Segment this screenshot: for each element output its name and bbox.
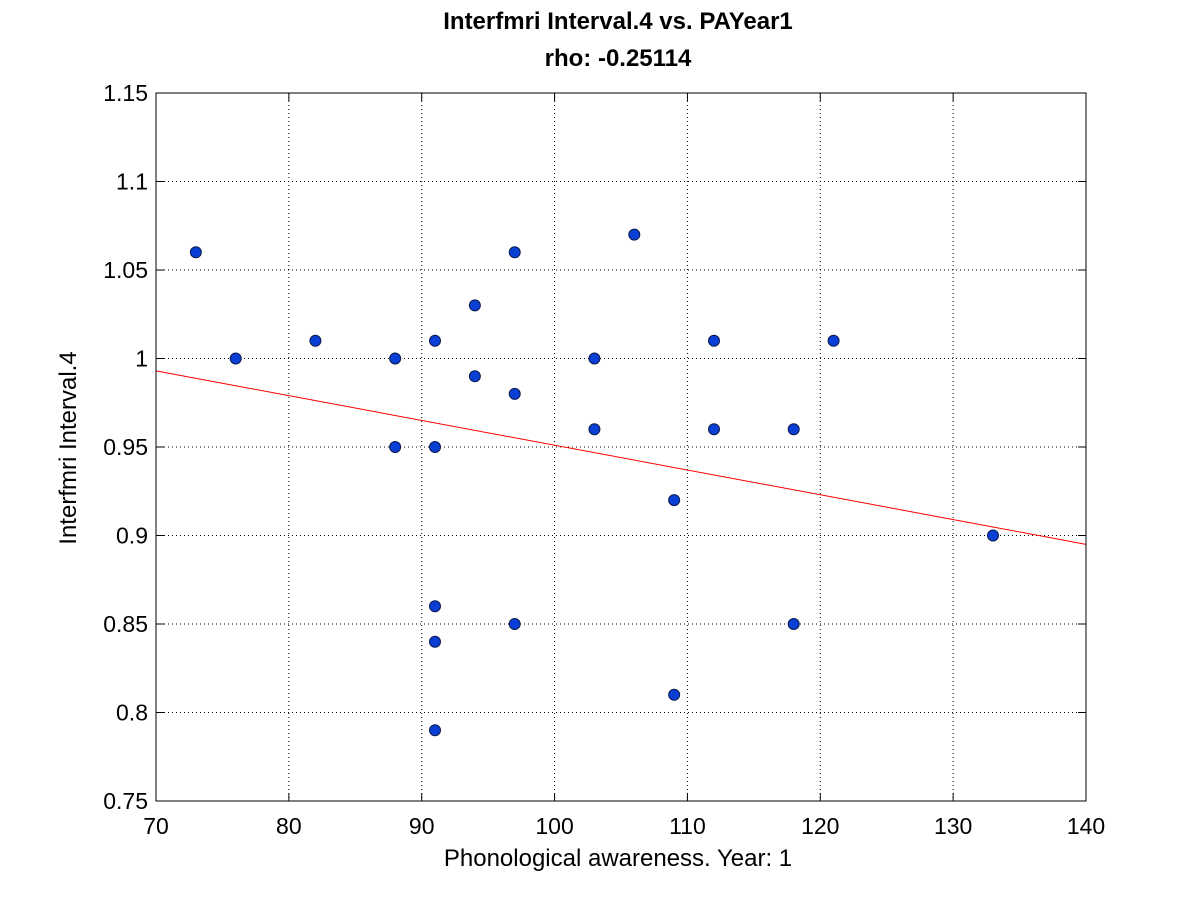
x-tick-label: 140 — [1067, 813, 1105, 839]
x-tick-label: 120 — [801, 813, 839, 839]
data-point — [389, 352, 402, 365]
data-point — [827, 334, 840, 347]
data-point — [429, 600, 441, 613]
data-point — [189, 246, 202, 259]
data-point — [588, 352, 601, 365]
data-point — [429, 441, 441, 453]
data-point — [787, 423, 800, 436]
y-tick-label: 0.85 — [103, 611, 148, 637]
x-tick-labels: 70 80 90 100 110 120 130 140 — [143, 813, 1105, 839]
regression-line — [155, 370, 1087, 545]
x-tick-label: 110 — [669, 813, 706, 839]
data-point — [628, 228, 641, 241]
y-tick-label: 1.05 — [103, 257, 148, 283]
data-point — [708, 423, 720, 436]
data-point — [668, 688, 681, 701]
data-point — [668, 494, 681, 507]
data-point — [787, 618, 800, 630]
data-point — [508, 387, 521, 400]
y-tick-label: 1.15 — [103, 80, 148, 106]
data-point — [987, 529, 999, 542]
chart-title: Interfmri Interval.4 vs. PAYear1 — [443, 8, 793, 35]
y-tick-labels: 0.75 0.8 0.85 0.9 0.95 1 1.05 1.1 1.15 — [103, 80, 148, 814]
data-point — [429, 724, 441, 737]
x-tick-label: 90 — [409, 813, 435, 839]
x-tick-label: 80 — [276, 813, 302, 839]
data-point — [508, 246, 521, 259]
data-point — [588, 423, 601, 436]
data-point — [708, 334, 720, 347]
y-tick-label: 0.9 — [116, 523, 148, 549]
x-axis-label: Phonological awareness. Year: 1 — [444, 845, 792, 872]
data-point — [229, 352, 242, 365]
data-point — [309, 334, 322, 347]
data-point — [389, 441, 402, 453]
data-point — [508, 618, 521, 630]
data-point — [429, 635, 441, 648]
data-points — [189, 228, 999, 737]
y-axis-label: Interfmri Interval.4 — [55, 351, 82, 544]
y-tick-label: 0.8 — [116, 700, 148, 726]
grid-lines — [156, 93, 1086, 801]
x-tick-label: 130 — [934, 813, 972, 839]
y-tick-label: 1 — [135, 346, 148, 372]
x-tick-label: 100 — [535, 813, 573, 839]
y-tick-label: 1.1 — [116, 169, 148, 195]
data-point — [468, 370, 481, 383]
chart-subtitle: rho: -0.25114 — [545, 45, 692, 72]
data-point — [468, 299, 481, 312]
x-tick-label: 70 — [143, 813, 169, 839]
data-point — [429, 334, 441, 347]
y-tick-label: 0.75 — [103, 788, 148, 814]
plot-frame — [155, 92, 1087, 802]
y-tick-label: 0.95 — [103, 434, 148, 460]
